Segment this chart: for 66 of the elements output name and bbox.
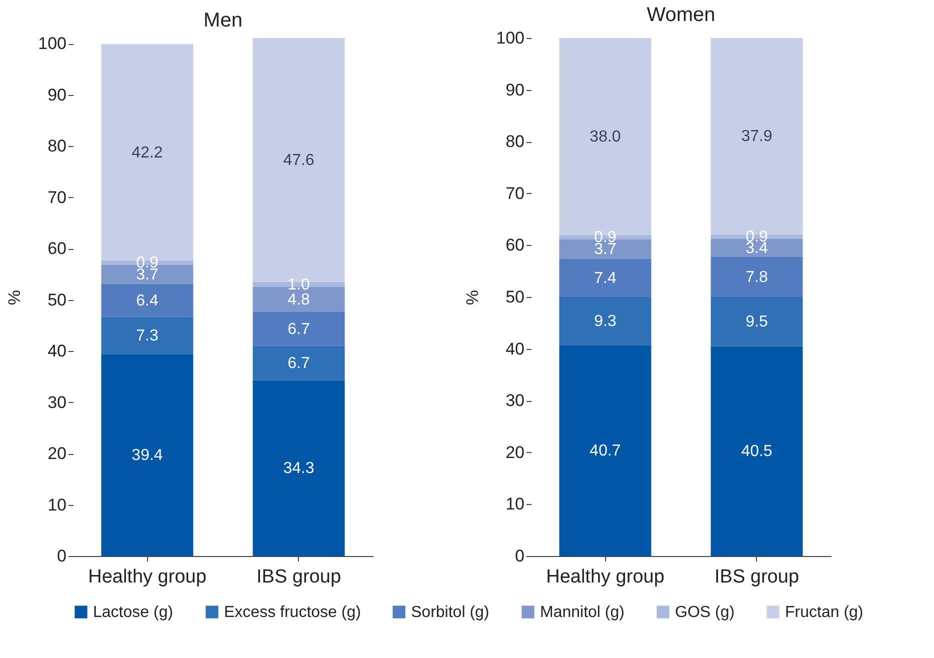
- bar: [559, 258, 652, 297]
- data-label: 9.3: [594, 313, 616, 330]
- data-label: 6.7: [288, 320, 310, 338]
- y-tick-label: 100: [496, 28, 524, 48]
- data-label: 9.5: [746, 314, 768, 331]
- bar: [252, 346, 345, 380]
- x-tick-label: Healthy group: [546, 566, 664, 588]
- y-tick-label: 0: [515, 546, 524, 566]
- y-tick-label: 100: [38, 34, 66, 54]
- bar: [559, 297, 652, 346]
- y-tick-label: 0: [57, 546, 66, 566]
- bar: [710, 346, 803, 556]
- y-tick-label: 90: [48, 85, 66, 104]
- bar: [710, 297, 803, 346]
- data-label: 40.7: [590, 442, 621, 460]
- y-tick-label: 30: [506, 391, 524, 410]
- y-tick-label: 50: [48, 290, 66, 310]
- legend-label: Lactose (g): [93, 604, 174, 621]
- bar: [101, 284, 194, 317]
- y-tick-label: 60: [506, 236, 524, 255]
- data-label: 38.0: [590, 128, 621, 146]
- y-tick-label: 10: [506, 494, 524, 514]
- data-label: 42.2: [132, 144, 163, 162]
- data-label: 6.4: [136, 292, 158, 310]
- y-axis-title: %: [463, 290, 482, 306]
- data-label: 7.4: [594, 270, 616, 287]
- legend-label: Mannitol (g): [540, 604, 624, 621]
- data-label: 6.7: [288, 355, 310, 372]
- bar: [252, 312, 345, 346]
- data-label: 7.3: [136, 327, 158, 344]
- legend-label: Fructan (g): [785, 604, 864, 621]
- bar: [101, 316, 194, 354]
- x-tick-label: IBS group: [256, 566, 342, 588]
- legend-label: GOS (g): [675, 604, 735, 621]
- y-tick-label: 70: [506, 184, 524, 203]
- y-tick-label: 40: [48, 342, 66, 361]
- bar: [101, 354, 194, 556]
- y-tick-label: 20: [506, 442, 524, 462]
- chart-title: Women: [646, 4, 716, 26]
- y-tick-label: 50: [506, 288, 524, 306]
- data-label: 7.8: [746, 268, 768, 286]
- data-label: 47.6: [283, 152, 314, 169]
- data-label: 39.4: [132, 447, 163, 464]
- y-tick-label: 90: [506, 80, 524, 100]
- data-label: 34.3: [283, 460, 314, 478]
- chart-title: Men: [204, 10, 242, 32]
- y-tick-label: 10: [48, 495, 66, 514]
- y-tick-label: 40: [506, 339, 524, 358]
- legend-label: Sorbitol (g): [411, 604, 490, 621]
- data-label: 37.9: [741, 128, 772, 146]
- legend-label: Excess fructose (g): [224, 604, 361, 621]
- y-tick-label: 60: [48, 239, 66, 258]
- data-label: 40.5: [741, 443, 772, 460]
- x-tick-label: IBS group: [714, 566, 800, 588]
- data-label: 1.0: [288, 276, 310, 294]
- data-label: 4.8: [288, 291, 310, 308]
- bar: [710, 256, 803, 297]
- y-tick-label: 80: [506, 132, 524, 152]
- bar: [252, 380, 345, 556]
- x-tick-label: Healthy group: [88, 566, 206, 588]
- y-tick-label: 20: [48, 444, 66, 464]
- y-tick-label: 30: [48, 392, 66, 412]
- bar: [559, 345, 652, 556]
- y-tick-label: 80: [48, 136, 66, 156]
- y-axis-title: %: [5, 290, 24, 306]
- y-tick-label: 70: [48, 188, 66, 207]
